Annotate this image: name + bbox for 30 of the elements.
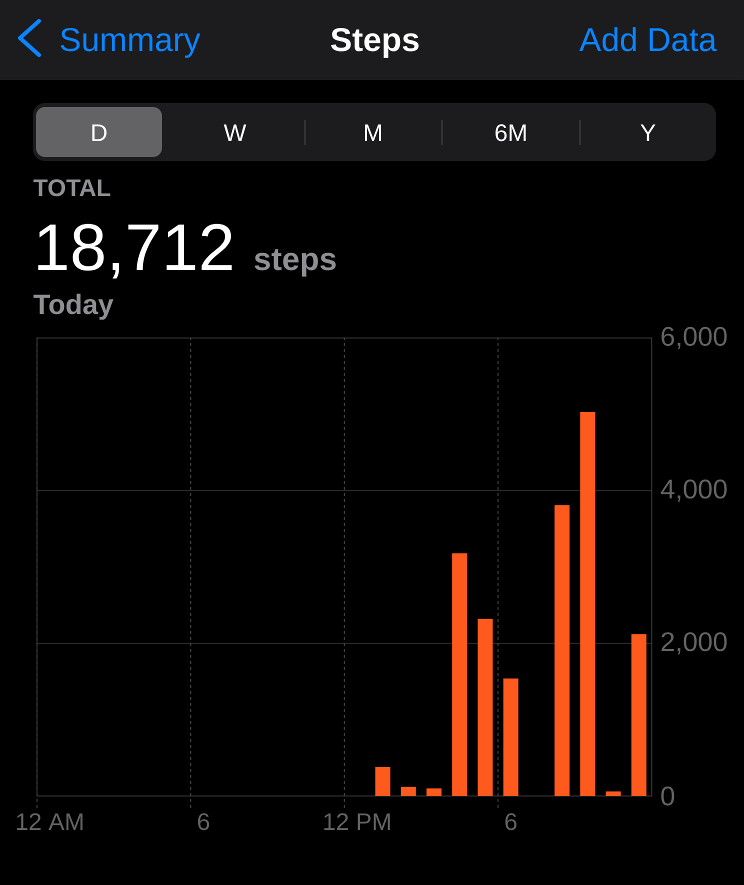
bar — [478, 618, 493, 796]
text: M — [364, 124, 382, 141]
text: Today — [34, 294, 114, 320]
x-tick-label: 12 PM — [324, 813, 390, 830]
y-tick-label: 4,000 — [660, 480, 727, 502]
y-tick-label: 6,000 — [662, 326, 727, 350]
x-tick-label: 6 — [505, 813, 516, 830]
text: TOTAL — [33, 179, 110, 196]
text: Y — [640, 124, 656, 141]
bar — [580, 412, 596, 796]
text: 6M — [496, 124, 526, 142]
text: W — [224, 124, 246, 141]
y-tick-label: 0 — [661, 786, 674, 806]
bar — [503, 678, 518, 796]
bar — [554, 505, 570, 796]
text: steps — [254, 249, 336, 277]
x-tick-label: 12 AM — [16, 813, 82, 830]
bar — [606, 791, 621, 796]
x-tick-label: 6 — [198, 813, 210, 830]
y-tick-label: 2,000 — [662, 632, 727, 654]
bar — [631, 634, 646, 796]
text: D — [92, 124, 107, 141]
chart-title: Steps — [331, 28, 419, 58]
bar — [452, 553, 468, 796]
bar — [400, 786, 416, 796]
text: Add Data — [579, 27, 717, 52]
bar — [426, 788, 442, 796]
text: Summary — [60, 28, 200, 58]
bar — [375, 767, 390, 796]
text: 18,712 — [38, 224, 232, 278]
